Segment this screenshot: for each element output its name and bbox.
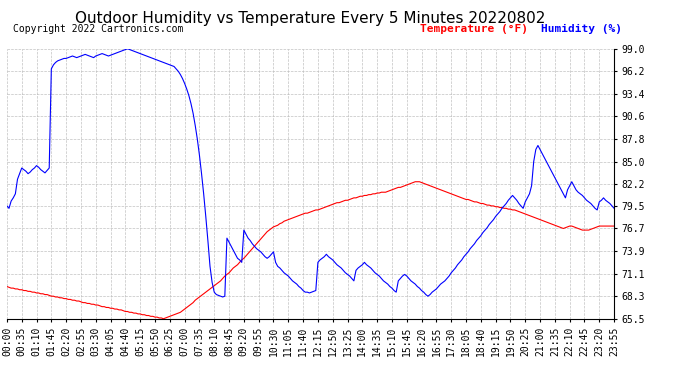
Text: Copyright 2022 Cartronics.com: Copyright 2022 Cartronics.com [13,24,184,34]
Text: Temperature (°F): Temperature (°F) [420,24,528,34]
Text: Outdoor Humidity vs Temperature Every 5 Minutes 20220802: Outdoor Humidity vs Temperature Every 5 … [75,11,546,26]
Text: Humidity (%): Humidity (%) [541,24,622,34]
